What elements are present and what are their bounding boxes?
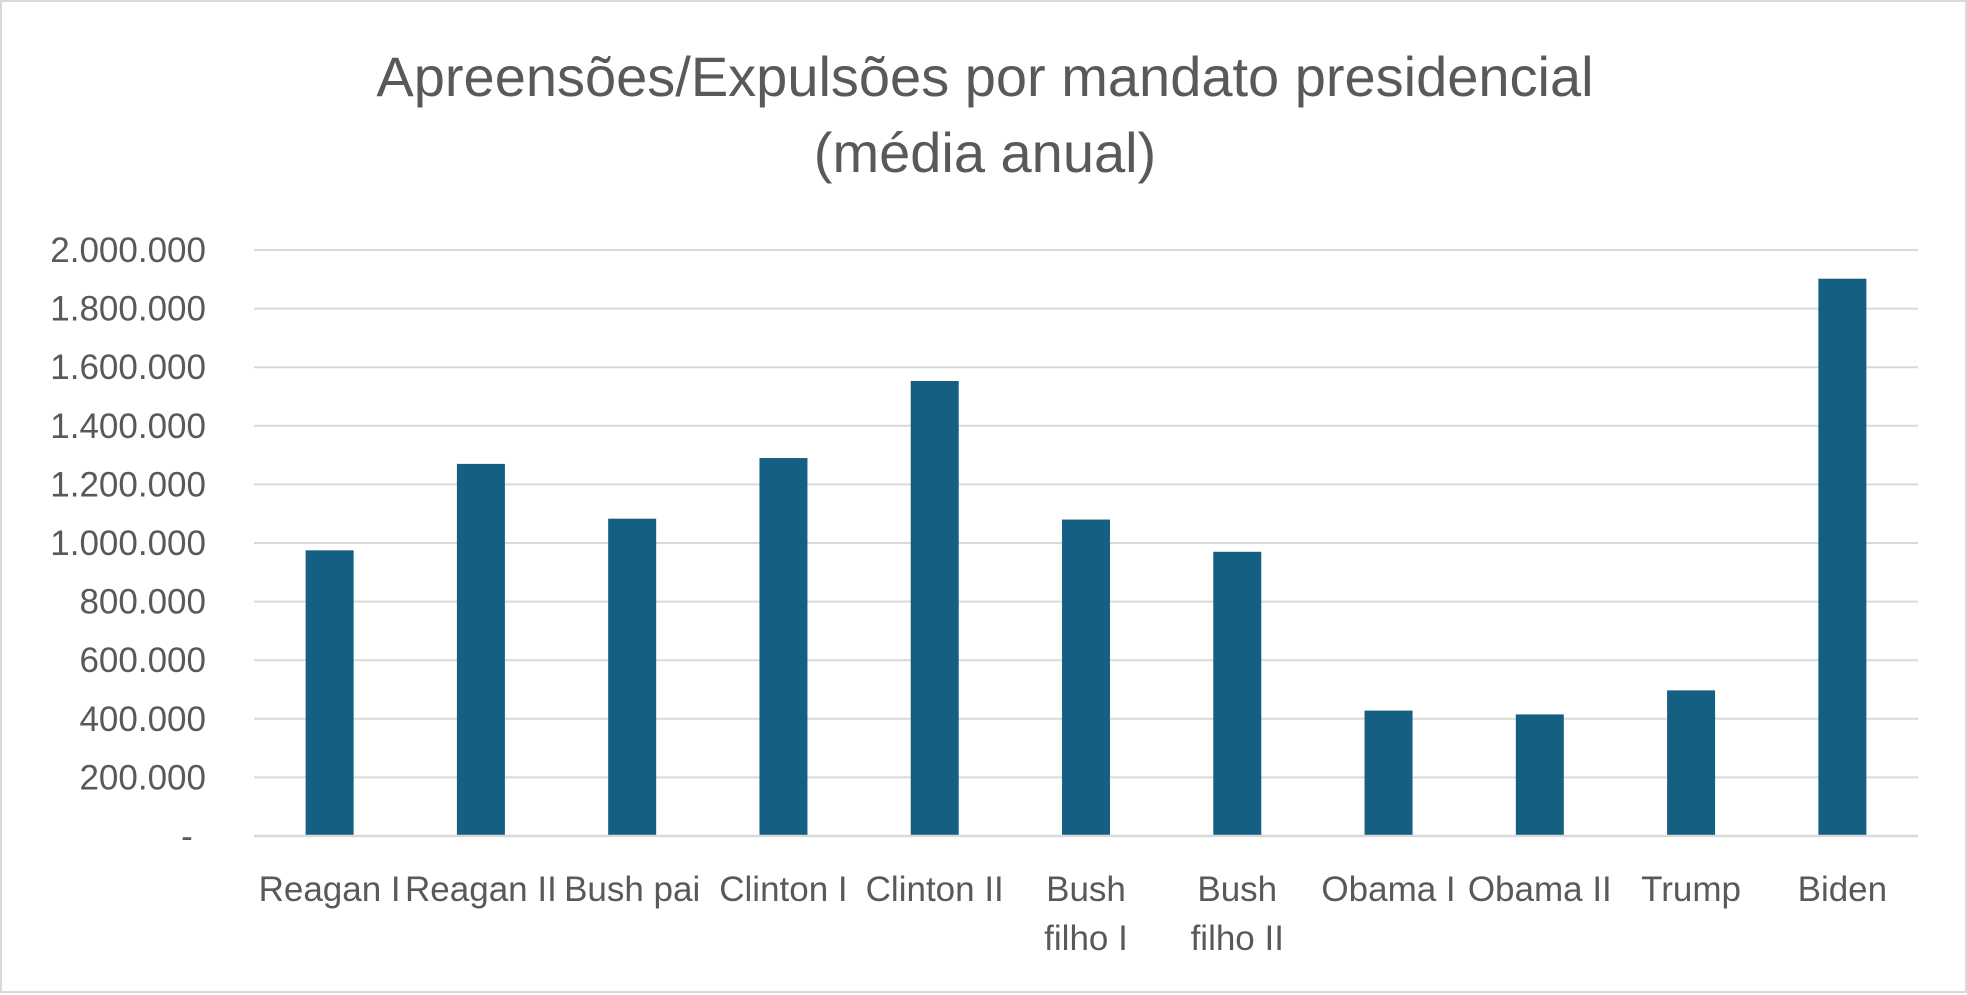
chart-title-line-1: Apreensões/Expulsões por mandato preside… xyxy=(376,45,1593,108)
x-category-label: Obama I xyxy=(1321,870,1455,909)
x-category-label: Clinton II xyxy=(866,870,1004,909)
x-category-label: Obama II xyxy=(1468,870,1612,909)
bar xyxy=(1062,519,1110,836)
y-tick-label: 800.000 xyxy=(79,583,206,622)
y-tick-label: 400.000 xyxy=(79,700,206,739)
y-axis-tick-labels: - 200.000 400.000 600.000 800.000 1.000.000 1.… xyxy=(50,231,206,856)
x-category-label: Biden xyxy=(1798,870,1888,909)
bar xyxy=(1667,690,1716,836)
bars xyxy=(305,278,1867,836)
bar xyxy=(759,458,808,836)
bar xyxy=(608,518,657,836)
bar xyxy=(1213,551,1262,836)
y-tick-label: 2.000.000 xyxy=(50,231,206,270)
y-tick-label: 600.000 xyxy=(79,641,206,680)
y-tick-label: 1.200.000 xyxy=(50,465,206,504)
x-category-label: Clinton I xyxy=(719,870,847,909)
y-tick-label: 200.000 xyxy=(79,758,206,797)
x-category-label: Trump xyxy=(1641,870,1741,909)
y-tick-label: 1.000.000 xyxy=(50,524,206,563)
bar xyxy=(456,463,505,836)
bar xyxy=(1515,714,1564,836)
y-tick-label: - xyxy=(181,817,193,856)
x-category-label: Reagan II xyxy=(405,870,557,909)
bar xyxy=(305,550,354,836)
chart-title: Apreensões/Expulsões por mandato preside… xyxy=(376,45,1593,184)
x-category-label: Bush pai xyxy=(564,870,700,909)
chart-title-line-2: (média anual) xyxy=(814,121,1156,184)
x-category-label: filho II xyxy=(1191,919,1284,958)
x-category-label: filho I xyxy=(1044,919,1128,958)
x-axis-category-labels: Reagan I Reagan II Bush pai Clinton I Clinto… xyxy=(259,870,1888,958)
bar xyxy=(1818,278,1867,836)
bar xyxy=(1364,710,1413,836)
y-tick-label: 1.400.000 xyxy=(50,407,206,446)
x-category-label: Bush xyxy=(1197,870,1277,909)
bar xyxy=(910,380,959,836)
x-category-label: Bush xyxy=(1046,870,1126,909)
y-tick-label: 1.800.000 xyxy=(50,290,206,329)
x-category-label: Reagan I xyxy=(259,870,401,909)
y-tick-label: 1.600.000 xyxy=(50,348,206,387)
